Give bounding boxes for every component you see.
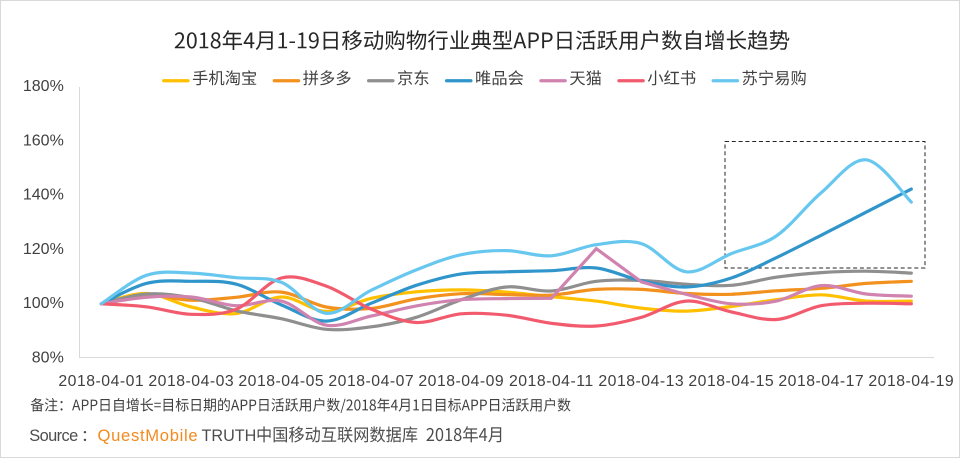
svg-text:140%: 140% bbox=[23, 187, 64, 204]
svg-text:QuestMobile: QuestMobile bbox=[98, 426, 199, 445]
svg-text:2018-04-05: 2018-04-05 bbox=[238, 373, 324, 390]
svg-text:2018-04-11: 2018-04-11 bbox=[509, 373, 594, 390]
svg-text:2018-04-17: 2018-04-17 bbox=[778, 373, 864, 390]
svg-text:120%: 120% bbox=[23, 241, 64, 258]
svg-text:2018-04-03: 2018-04-03 bbox=[148, 373, 234, 390]
svg-text:80%: 80% bbox=[32, 349, 64, 366]
svg-text:2018-04-07: 2018-04-07 bbox=[328, 373, 414, 390]
svg-text:2018-04-09: 2018-04-09 bbox=[418, 373, 504, 390]
svg-text:160%: 160% bbox=[23, 132, 64, 149]
svg-text:TRUTH: TRUTH bbox=[202, 427, 257, 445]
svg-text:2018-04-15: 2018-04-15 bbox=[688, 373, 774, 390]
svg-text:100%: 100% bbox=[23, 295, 64, 312]
svg-text:2018-04-13: 2018-04-13 bbox=[598, 373, 684, 390]
svg-text:180%: 180% bbox=[23, 78, 64, 95]
svg-text:2018-04-01: 2018-04-01 bbox=[58, 373, 144, 390]
svg-text:2018-04-19: 2018-04-19 bbox=[868, 373, 954, 390]
svg-text:Source: Source bbox=[29, 427, 78, 445]
